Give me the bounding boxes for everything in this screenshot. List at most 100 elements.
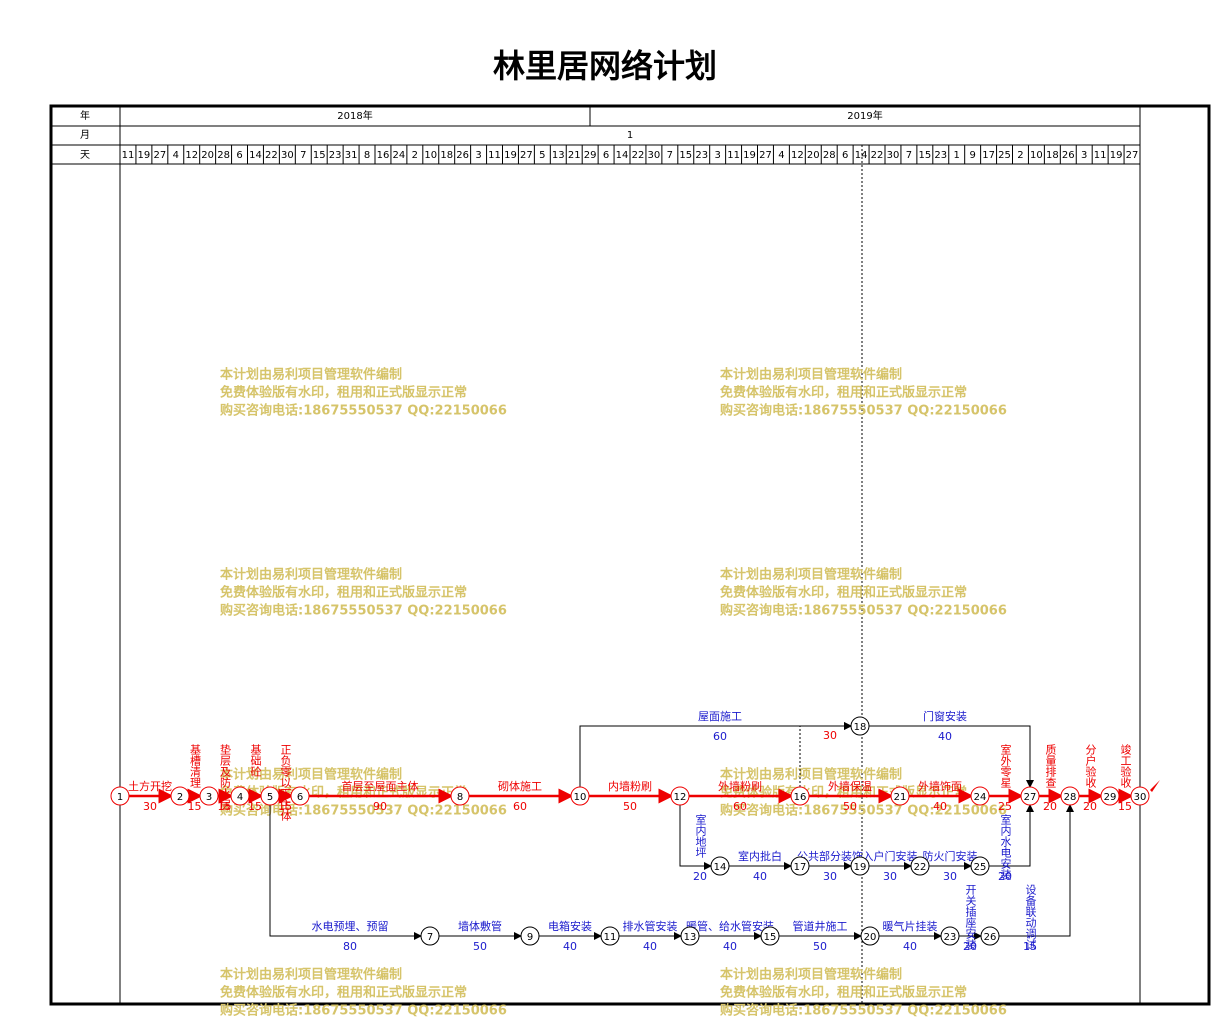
day: 13 <box>552 150 565 161</box>
activity-name: 暖气片挂装 <box>883 919 938 933</box>
watermark: 购买咨询电话:18675550537 QQ:22150066 <box>720 403 1007 419</box>
activity-name: 室内地坪 <box>694 813 707 859</box>
node <box>980 926 1000 946</box>
activity-duration: 40 <box>723 940 737 953</box>
node <box>290 786 310 806</box>
activity-duration: 25 <box>998 800 1012 813</box>
day: 7 <box>667 150 673 161</box>
watermark: 免费体验版有水印，租用和正式版显示正常 <box>720 385 967 401</box>
node <box>850 856 870 876</box>
node-label: 12 <box>674 792 687 803</box>
node <box>670 786 690 806</box>
activity-name: 设备联动调试 <box>1024 884 1037 950</box>
day: 27 <box>1126 150 1139 161</box>
day: 27 <box>520 150 533 161</box>
day: 23 <box>934 150 947 161</box>
activity-name: 室内水电安装 <box>999 813 1012 881</box>
day: 15 <box>679 150 692 161</box>
watermark: 本计划由易利项目管理软件编制 <box>220 967 402 983</box>
node <box>790 786 810 806</box>
day: 20 <box>201 150 214 161</box>
node-label: 16 <box>794 792 807 803</box>
node-label: 10 <box>574 792 587 803</box>
day: 8 <box>364 150 370 161</box>
month: 1 <box>627 130 633 141</box>
day: 3 <box>714 150 720 161</box>
activity-name: 外墙粉刷 <box>718 779 762 793</box>
day: 24 <box>393 150 406 161</box>
activity-name: 外墙饰面 <box>918 779 962 793</box>
watermark: 免费体验版有水印，租用和正式版显示正常 <box>220 385 467 401</box>
node <box>860 926 880 946</box>
node-label: 23 <box>944 932 957 943</box>
watermark: 购买咨询电话:18675550537 QQ:22150066 <box>220 803 507 819</box>
day: 31 <box>345 150 358 161</box>
activity-name: 防火门安装 <box>923 849 978 863</box>
watermark: 本计划由易利项目管理软件编制 <box>220 567 402 583</box>
end-flag <box>1150 780 1160 792</box>
node <box>110 786 130 806</box>
activity-arrow <box>679 805 712 870</box>
activity-arrow <box>869 725 1034 788</box>
watermark: 购买咨询电话:18675550537 QQ:22150066 <box>720 1003 1007 1018</box>
node <box>1060 786 1080 806</box>
activity-duration: 30 <box>943 870 957 883</box>
watermark: 免费体验版有水印，租用和正式版显示正常 <box>720 985 967 1001</box>
activity-arrow <box>269 805 422 940</box>
node-label: 24 <box>974 792 987 803</box>
activity-name: 正负零以下主体 <box>279 744 292 821</box>
activity-name: 管道井施工 <box>793 919 848 933</box>
node <box>260 786 280 806</box>
activity-name: 土方开挖 <box>128 779 172 793</box>
activity-name: 屋面施工 <box>698 710 742 723</box>
day: 27 <box>759 150 772 161</box>
node-label: 4 <box>237 792 243 803</box>
day: 11 <box>1094 150 1107 161</box>
activity-arrow <box>799 722 852 787</box>
activity-name: 公共部分装饰 <box>797 849 863 863</box>
node-label: 11 <box>604 932 617 943</box>
watermark: 本计划由易利项目管理软件编制 <box>220 367 402 383</box>
node <box>420 926 440 946</box>
month-label: 月 <box>80 129 90 141</box>
activity-name: 室内批白 <box>738 849 782 863</box>
watermark: 免费体验版有水印，租用和正式版显示正常 <box>220 585 467 601</box>
day: 12 <box>185 150 198 161</box>
day: 22 <box>632 150 645 161</box>
node <box>570 786 590 806</box>
node <box>199 786 219 806</box>
watermark: 本计划由易利项目管理软件编制 <box>720 567 902 583</box>
activity-name: 室外零星 <box>999 743 1012 788</box>
activity-duration: 60 <box>513 800 527 813</box>
day: 28 <box>217 150 230 161</box>
activity-duration: 15 <box>248 800 262 813</box>
activity-duration: 50 <box>623 800 637 813</box>
watermark: 本计划由易利项目管理软件编制 <box>720 367 902 383</box>
day: 2 <box>412 150 418 161</box>
activity-name: 暖管、给水管安装 <box>686 919 774 933</box>
day: 12 <box>791 150 804 161</box>
watermark: 本计划由易利项目管理软件编制 <box>720 967 902 983</box>
frame <box>49 104 1211 1006</box>
node <box>600 926 620 946</box>
day: 7 <box>300 150 306 161</box>
node <box>680 926 700 946</box>
activity-duration: 40 <box>933 800 947 813</box>
activity-name: 开关插座安装 <box>964 884 977 951</box>
day: 21 <box>568 150 581 161</box>
day: 26 <box>456 150 469 161</box>
day: 26 <box>1062 150 1075 161</box>
activity-duration: 20 <box>963 940 977 953</box>
activity-duration: 40 <box>643 940 657 953</box>
activity-name: 墙体敷管 <box>458 919 502 933</box>
activity-duration: 15 <box>1118 800 1132 813</box>
node-label: 20 <box>864 932 877 943</box>
node-label: 27 <box>1024 792 1037 803</box>
day: 14 <box>249 150 262 161</box>
activity-name: 基槽清理 <box>189 744 202 788</box>
node <box>790 856 810 876</box>
node-label: 22 <box>914 862 927 873</box>
day: 11 <box>122 150 135 161</box>
activity-duration: 50 <box>813 940 827 953</box>
